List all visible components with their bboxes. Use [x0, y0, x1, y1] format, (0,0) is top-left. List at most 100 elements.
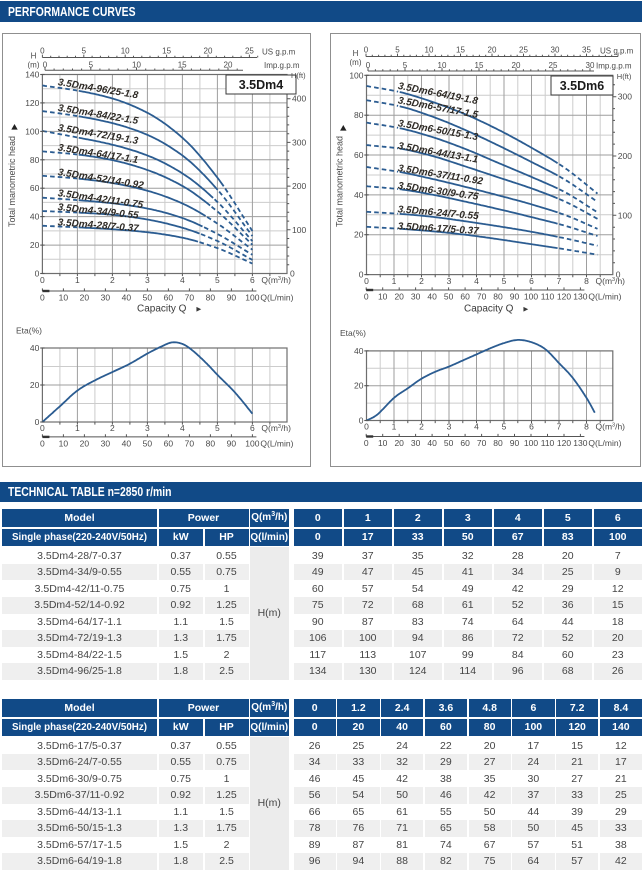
svg-text:90: 90 [510, 438, 520, 448]
svg-text:0: 0 [616, 270, 621, 280]
svg-text:140: 140 [25, 70, 39, 80]
svg-text:7: 7 [557, 276, 562, 286]
svg-text:20: 20 [354, 230, 364, 240]
svg-text:30: 30 [586, 61, 595, 70]
svg-text:6: 6 [250, 275, 255, 285]
svg-text:20: 20 [30, 380, 40, 390]
svg-text:200: 200 [618, 151, 632, 161]
svg-text:20: 20 [80, 293, 90, 303]
svg-text:1: 1 [392, 276, 397, 286]
svg-text:300: 300 [292, 137, 306, 147]
svg-text:Q(L/min): Q(L/min) [260, 438, 293, 448]
svg-text:(m): (m) [350, 58, 362, 67]
svg-text:60: 60 [354, 150, 364, 160]
svg-text:3: 3 [447, 422, 452, 432]
svg-text:10: 10 [59, 438, 69, 448]
svg-text:4: 4 [180, 423, 185, 433]
svg-text:15: 15 [178, 60, 187, 69]
svg-text:5: 5 [395, 46, 400, 55]
svg-text:80: 80 [206, 293, 216, 303]
svg-text:Capacity Q ►: Capacity Q ► [137, 304, 203, 315]
svg-text:100: 100 [524, 438, 538, 448]
svg-text:1: 1 [75, 423, 80, 433]
svg-text:40: 40 [354, 346, 364, 356]
svg-text:Q(L/min): Q(L/min) [260, 293, 293, 303]
svg-text:3: 3 [145, 423, 150, 433]
svg-text:0: 0 [40, 438, 45, 448]
svg-text:50: 50 [444, 292, 454, 302]
svg-text:5: 5 [215, 423, 220, 433]
svg-text:300: 300 [618, 92, 632, 102]
svg-text:400: 400 [292, 94, 306, 104]
svg-text:1: 1 [392, 422, 397, 432]
svg-text:6: 6 [529, 276, 534, 286]
svg-text:80: 80 [493, 292, 503, 302]
svg-text:20: 20 [354, 381, 364, 391]
svg-text:2: 2 [110, 423, 115, 433]
svg-text:1: 1 [75, 275, 80, 285]
svg-text:4: 4 [474, 276, 479, 286]
svg-text:30: 30 [411, 292, 421, 302]
svg-text:10: 10 [425, 46, 434, 55]
svg-text:8: 8 [584, 276, 589, 286]
svg-text:5: 5 [89, 60, 94, 69]
svg-text:10: 10 [59, 293, 69, 303]
svg-text:10: 10 [378, 438, 388, 448]
svg-text:100: 100 [618, 210, 632, 220]
svg-text:0: 0 [364, 292, 369, 302]
svg-text:60: 60 [460, 292, 470, 302]
svg-text:4: 4 [474, 422, 479, 432]
svg-text:25: 25 [519, 46, 528, 55]
svg-text:40: 40 [122, 438, 132, 448]
svg-text:30: 30 [411, 438, 421, 448]
svg-text:3: 3 [145, 275, 150, 285]
svg-text:20: 20 [204, 47, 213, 56]
svg-text:8: 8 [584, 422, 589, 432]
svg-text:Q(L/min): Q(L/min) [588, 292, 621, 302]
svg-text:20: 20 [488, 46, 497, 55]
svg-text:80: 80 [354, 110, 364, 120]
svg-text:0: 0 [359, 270, 364, 280]
svg-text:100: 100 [349, 70, 363, 80]
svg-text:90: 90 [227, 293, 237, 303]
svg-text:110: 110 [541, 292, 555, 302]
svg-text:15: 15 [475, 61, 484, 70]
svg-text:4: 4 [180, 275, 185, 285]
svg-text:100: 100 [524, 292, 538, 302]
svg-text:0: 0 [364, 276, 369, 286]
svg-text:H: H [353, 49, 359, 58]
svg-text:80: 80 [493, 438, 503, 448]
svg-text:H(ft): H(ft) [617, 72, 632, 81]
svg-text:0: 0 [40, 47, 45, 56]
svg-text:40: 40 [30, 212, 40, 222]
svg-text:60: 60 [164, 438, 174, 448]
svg-text:35: 35 [582, 46, 591, 55]
svg-text:5: 5 [215, 275, 220, 285]
svg-text:120: 120 [557, 438, 571, 448]
svg-text:25: 25 [245, 47, 254, 56]
svg-text:H(ft): H(ft) [291, 71, 306, 80]
svg-text:20: 20 [394, 292, 404, 302]
svg-text:25: 25 [549, 61, 558, 70]
svg-text:Q(m3/h): Q(m3/h) [261, 423, 291, 433]
svg-text:60: 60 [164, 293, 174, 303]
svg-text:Imp.g.p.m: Imp.g.p.m [596, 62, 632, 71]
svg-text:120: 120 [557, 292, 571, 302]
svg-text:7: 7 [557, 422, 562, 432]
svg-text:100: 100 [245, 438, 259, 448]
svg-text:90: 90 [510, 292, 520, 302]
svg-text:80: 80 [206, 438, 216, 448]
svg-text:40: 40 [427, 438, 437, 448]
svg-text:0: 0 [359, 416, 364, 426]
svg-text:30: 30 [101, 293, 111, 303]
svg-text:20: 20 [80, 438, 90, 448]
svg-text:0: 0 [364, 46, 369, 55]
svg-text:0: 0 [40, 423, 45, 433]
svg-text:80: 80 [30, 155, 40, 165]
svg-text:40: 40 [427, 292, 437, 302]
svg-text:10: 10 [132, 60, 141, 69]
svg-text:Q(m3/h): Q(m3/h) [596, 276, 626, 286]
svg-text:70: 70 [185, 293, 195, 303]
svg-text:50: 50 [444, 438, 454, 448]
svg-text:2: 2 [419, 276, 424, 286]
